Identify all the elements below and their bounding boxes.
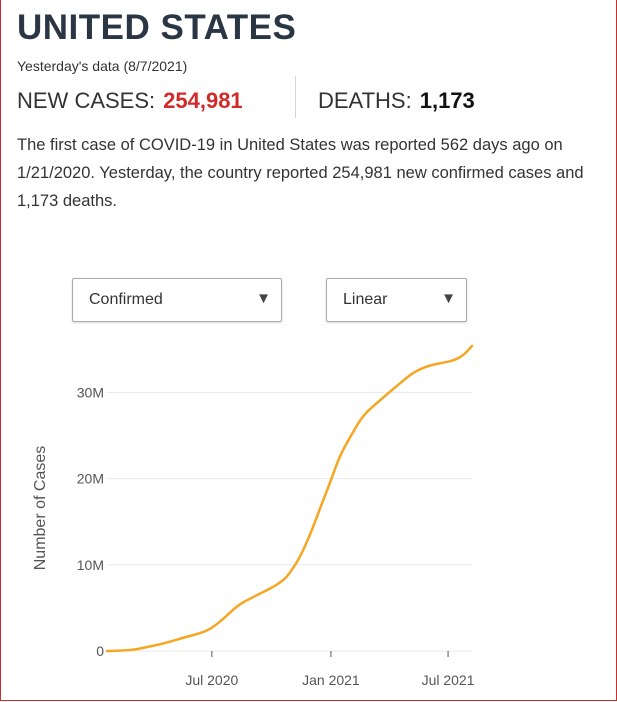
new-cases-value: 254,981	[163, 88, 243, 113]
scale-select[interactable]: Linear ▼	[326, 278, 467, 322]
x-tick-label: Jul 2020	[185, 672, 238, 688]
metric-select-value: Confirmed	[89, 291, 163, 308]
dropdown-arrow-icon: ▼	[256, 290, 271, 307]
y-tick-label: 0	[96, 643, 104, 659]
summary-paragraph: The first case of COVID-19 in United Sta…	[17, 136, 584, 210]
new-cases-label: NEW CASES:	[17, 88, 156, 113]
new-cases-stat: NEW CASES: 254,981	[17, 86, 243, 116]
deaths-value: 1,173	[419, 88, 475, 113]
y-axis-title: Number of Cases	[32, 446, 49, 571]
x-tick-label: Jul 2021	[422, 672, 475, 688]
metric-select[interactable]: Confirmed ▼	[72, 278, 282, 322]
y-tick-label: 10M	[77, 557, 104, 573]
page-title: UNITED STATES	[17, 8, 297, 47]
stats-divider	[295, 76, 296, 118]
scale-select-value: Linear	[343, 291, 388, 308]
data-date-subtitle: Yesterday's data (8/7/2021)	[17, 58, 188, 74]
cases-line-chart: 0 10M 20M 30M Jul 2020 Jan 2021 Jul 2021 Number…	[32, 344, 475, 688]
x-tick-label: Jan 2021	[302, 672, 360, 688]
y-tick-label: 20M	[77, 471, 104, 487]
dropdown-arrow-icon: ▼	[441, 290, 456, 307]
y-tick-label: 30M	[77, 384, 104, 400]
series-line	[105, 344, 474, 653]
deaths-stat: DEATHS: 1,173	[318, 86, 475, 116]
deaths-label: DEATHS:	[318, 88, 412, 113]
